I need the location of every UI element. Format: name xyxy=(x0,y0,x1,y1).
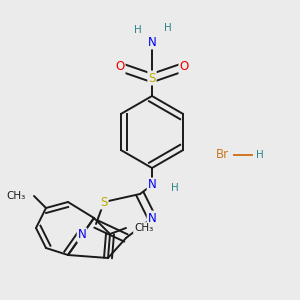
Text: H: H xyxy=(134,25,142,35)
Text: CH₃: CH₃ xyxy=(7,191,26,201)
Text: O: O xyxy=(179,61,189,74)
Text: N: N xyxy=(148,35,156,49)
Text: N: N xyxy=(148,178,156,191)
Text: S: S xyxy=(100,196,108,208)
Text: Br: Br xyxy=(215,148,229,161)
Text: H: H xyxy=(256,150,264,160)
Text: N: N xyxy=(148,212,156,224)
Text: CH₃: CH₃ xyxy=(134,223,153,233)
Text: N: N xyxy=(78,229,86,242)
Text: O: O xyxy=(116,61,124,74)
Text: S: S xyxy=(148,71,156,85)
Text: H: H xyxy=(164,23,172,33)
Text: H: H xyxy=(171,183,179,193)
